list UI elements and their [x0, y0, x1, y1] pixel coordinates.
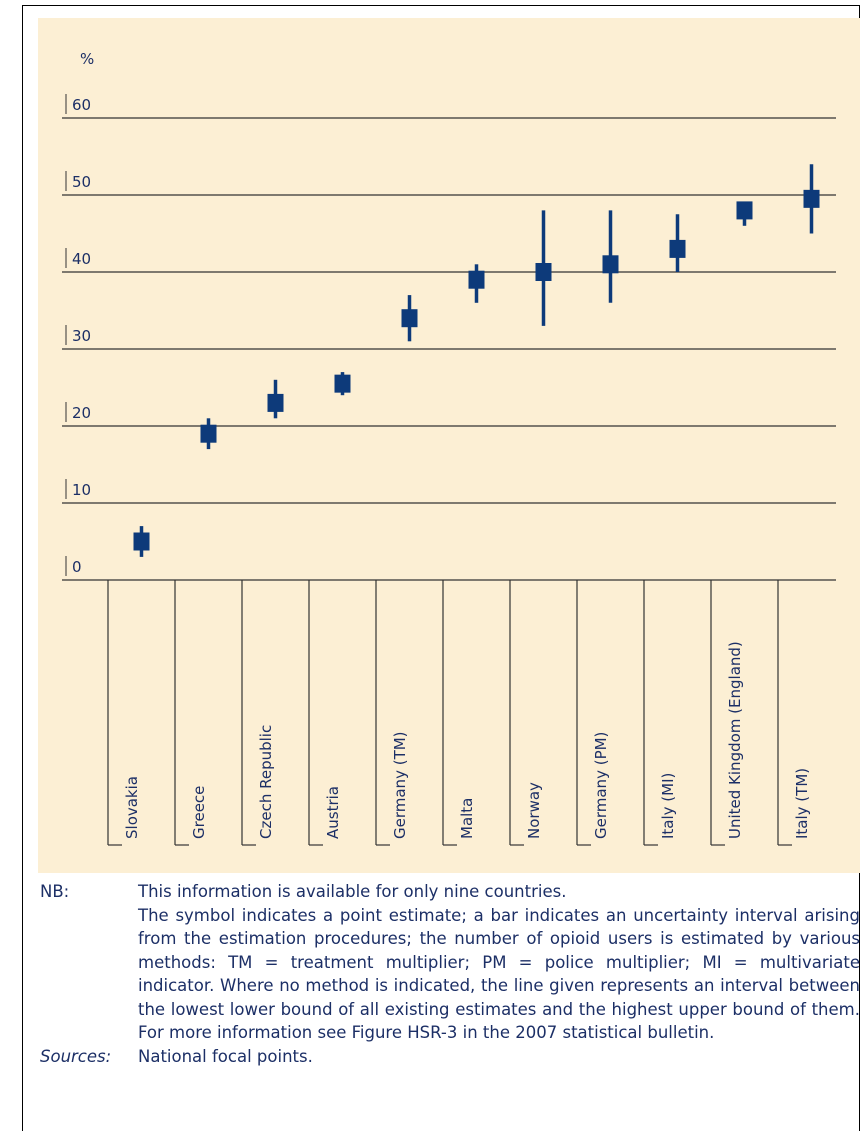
notes: NB: This information is available for on… [40, 880, 860, 1068]
point-estimate [602, 255, 619, 274]
point-estimate [200, 424, 217, 443]
x-tick-label: Norway [525, 782, 543, 839]
x-tick-label: Germany (PM) [592, 732, 610, 839]
point-estimate [401, 309, 418, 328]
nb-text: This information is available for only n… [138, 880, 860, 1045]
point-estimate [133, 532, 150, 551]
x-tick-label: Germany (TM) [391, 731, 409, 839]
nb-label: NB: [40, 882, 70, 901]
y-tick-label: 60 [72, 96, 91, 114]
sources-text: National focal points. [138, 1046, 313, 1066]
point-estimate [803, 189, 820, 208]
y-axis-label: % [80, 50, 94, 68]
x-tick-label: Malta [458, 798, 476, 839]
point-estimate [736, 201, 753, 220]
point-estimate [267, 393, 284, 412]
y-tick-label: 50 [72, 173, 91, 191]
nb-line: This information is available for only n… [138, 882, 567, 901]
sources-row: Sources: National focal points. [40, 1045, 860, 1069]
point-estimate [535, 263, 552, 281]
x-tick-label: United Kingdom (England) [726, 641, 744, 839]
sources-label: Sources: [40, 1046, 112, 1066]
nb-line: The symbol indicates a point estimate; a… [138, 905, 860, 1043]
x-tick-label: Greece [190, 786, 208, 839]
x-tick-label: Italy (MI) [659, 773, 677, 839]
y-tick-label: 0 [72, 558, 82, 576]
y-tick-label: 10 [72, 481, 91, 499]
x-tick-label: Slovakia [123, 776, 141, 839]
y-tick-label: 20 [72, 404, 91, 422]
y-tick-label: 40 [72, 250, 91, 268]
point-estimate [334, 374, 351, 393]
x-tick-label: Czech Republic [257, 725, 275, 839]
nb-row: NB: This information is available for on… [40, 880, 860, 1045]
x-tick-label: Austria [324, 786, 342, 839]
x-tick-label: Italy (TM) [793, 768, 811, 839]
point-estimate [669, 239, 686, 258]
chart: % 0 10 20 30 40 50 60 Slovakia Greece Czech Repub… [38, 18, 860, 873]
point-estimate [468, 270, 485, 289]
y-tick-label: 30 [72, 327, 91, 345]
